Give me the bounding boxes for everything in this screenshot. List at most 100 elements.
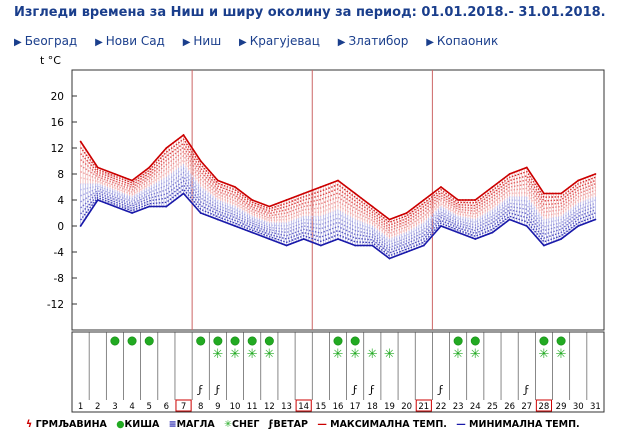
max-temp-point bbox=[285, 199, 288, 201]
max-temp-point bbox=[508, 173, 511, 175]
min-temp-point bbox=[508, 218, 511, 221]
day-label: 21 bbox=[418, 402, 429, 412]
min-temp-point bbox=[560, 238, 562, 240]
rain-icon bbox=[144, 336, 154, 346]
marked-day-box bbox=[295, 399, 312, 412]
nav-label: Нови Сад bbox=[105, 34, 165, 48]
rain-icon bbox=[470, 336, 480, 346]
max-temp-point bbox=[525, 166, 528, 169]
nav-link-kragujevac[interactable]: ▶ Крагујевац bbox=[239, 34, 320, 48]
day-label: 27 bbox=[521, 402, 532, 412]
min-temp-point bbox=[96, 199, 99, 201]
nav-label: Београд bbox=[24, 34, 78, 48]
day-label: 12 bbox=[264, 402, 275, 412]
max-temp-point bbox=[165, 147, 168, 149]
legend-min: — МИНИМАЛНА ТЕМП. bbox=[456, 419, 580, 430]
min-temp-point bbox=[148, 205, 151, 208]
legend-wind: ϝВЕТАР bbox=[268, 419, 308, 430]
legend-max: — МАКСИМАЛНА ТЕМП. bbox=[317, 419, 447, 430]
min-temp-point bbox=[474, 238, 477, 240]
arrow-right-icon: ▶ bbox=[14, 37, 22, 48]
rain-icon bbox=[127, 336, 137, 346]
min-temp-point bbox=[337, 238, 339, 240]
legend-fog: ≡МАГЛА bbox=[168, 419, 215, 430]
arrow-right-icon: ▶ bbox=[182, 37, 191, 48]
nav-label: Златибор bbox=[348, 34, 409, 48]
marked-day-box bbox=[535, 399, 553, 412]
nav-link-zlatibor[interactable]: ▶ Златибор bbox=[338, 34, 409, 48]
nav-link-nis[interactable]: ▶ Ниш bbox=[183, 34, 222, 48]
snow-icon: ✳ bbox=[333, 347, 344, 362]
wind-icon: ϝ bbox=[351, 383, 358, 396]
day-label: 17 bbox=[350, 402, 361, 412]
rain-icon bbox=[350, 336, 360, 346]
max-temp-point bbox=[268, 205, 271, 208]
max-temp-point bbox=[422, 199, 425, 201]
max-temp-point bbox=[251, 199, 254, 201]
day-label: 3 bbox=[112, 402, 117, 412]
max-temp-point bbox=[491, 186, 494, 188]
snow-icon: ✳ bbox=[470, 347, 481, 362]
wind-icon: ϝ bbox=[268, 419, 274, 430]
wind-icon: ϝ bbox=[213, 383, 220, 396]
nav-label: Копаоник bbox=[436, 34, 499, 48]
min-temp-point bbox=[79, 225, 82, 227]
day-label: 10 bbox=[230, 402, 241, 412]
arrow-right-icon: ▶ bbox=[95, 37, 103, 48]
min-temp-point bbox=[302, 238, 305, 240]
day-label: 25 bbox=[487, 402, 498, 412]
marked-day-box bbox=[175, 399, 192, 412]
nav-link-beograd[interactable]: ▶ Београд bbox=[14, 34, 77, 48]
day-label: 22 bbox=[436, 402, 447, 412]
y-tick-label: -12 bbox=[47, 299, 64, 311]
arrow-right-icon: ▶ bbox=[337, 37, 346, 48]
rain-icon bbox=[453, 336, 463, 346]
day-label: 5 bbox=[147, 402, 152, 412]
y-axis-label: t °C bbox=[40, 54, 61, 67]
legend-thunder: ϟ ГРМЉАВИНА bbox=[26, 419, 107, 430]
max-line-icon: — bbox=[317, 419, 327, 430]
max-temp-point bbox=[182, 134, 185, 136]
max-temp-point bbox=[199, 160, 202, 162]
min-temp-point bbox=[131, 212, 133, 214]
rain-icon: ● bbox=[116, 419, 125, 430]
fog-icon: ≡ bbox=[168, 419, 177, 430]
rain-icon bbox=[196, 336, 206, 346]
rain-icon bbox=[213, 336, 223, 346]
wind-icon: ϝ bbox=[436, 383, 443, 396]
max-temp-point bbox=[114, 173, 116, 175]
wind-icon: ϝ bbox=[368, 383, 375, 396]
min-temp-point bbox=[371, 244, 374, 247]
min-temp-point bbox=[285, 244, 288, 247]
max-temp-point bbox=[79, 140, 82, 143]
y-tick-label: -8 bbox=[54, 273, 64, 285]
rain-icon bbox=[539, 336, 549, 346]
day-label: 23 bbox=[453, 402, 464, 412]
min-temp-point bbox=[457, 231, 460, 234]
max-temp-point bbox=[388, 218, 391, 221]
y-tick-label: 8 bbox=[57, 169, 64, 181]
arrow-right-icon: ▶ bbox=[239, 37, 247, 48]
snow-icon: ✳ bbox=[224, 419, 232, 430]
y-tick-label: -4 bbox=[54, 247, 65, 259]
legend-snow: ✳СНЕГ bbox=[224, 419, 260, 430]
max-temp-point bbox=[337, 179, 339, 182]
day-label: 7 bbox=[181, 402, 186, 412]
y-tick-label: 16 bbox=[51, 117, 65, 129]
legend: ϟ ГРМЉАВИНА ●КИША ≡МАГЛА ✳СНЕГ ϝВЕТАР — … bbox=[26, 419, 586, 430]
min-temp-point bbox=[319, 244, 322, 247]
day-label: 1 bbox=[78, 402, 83, 412]
max-temp-point bbox=[371, 205, 374, 208]
y-tick-label: 0 bbox=[57, 221, 64, 233]
min-temp-point bbox=[354, 244, 357, 247]
max-temp-point bbox=[302, 192, 305, 195]
min-temp-point bbox=[594, 218, 597, 221]
day-label: 6 bbox=[164, 402, 169, 412]
rain-icon bbox=[110, 336, 120, 346]
min-temp-point bbox=[491, 231, 494, 234]
nav-label: Крагујевац bbox=[249, 34, 320, 48]
rain-icon bbox=[230, 336, 240, 346]
max-temp-point bbox=[560, 192, 562, 195]
nav-link-novi-sad[interactable]: ▶ Нови Сад bbox=[95, 34, 165, 48]
nav-link-kopaonik[interactable]: ▶ Копаоник bbox=[426, 34, 498, 48]
